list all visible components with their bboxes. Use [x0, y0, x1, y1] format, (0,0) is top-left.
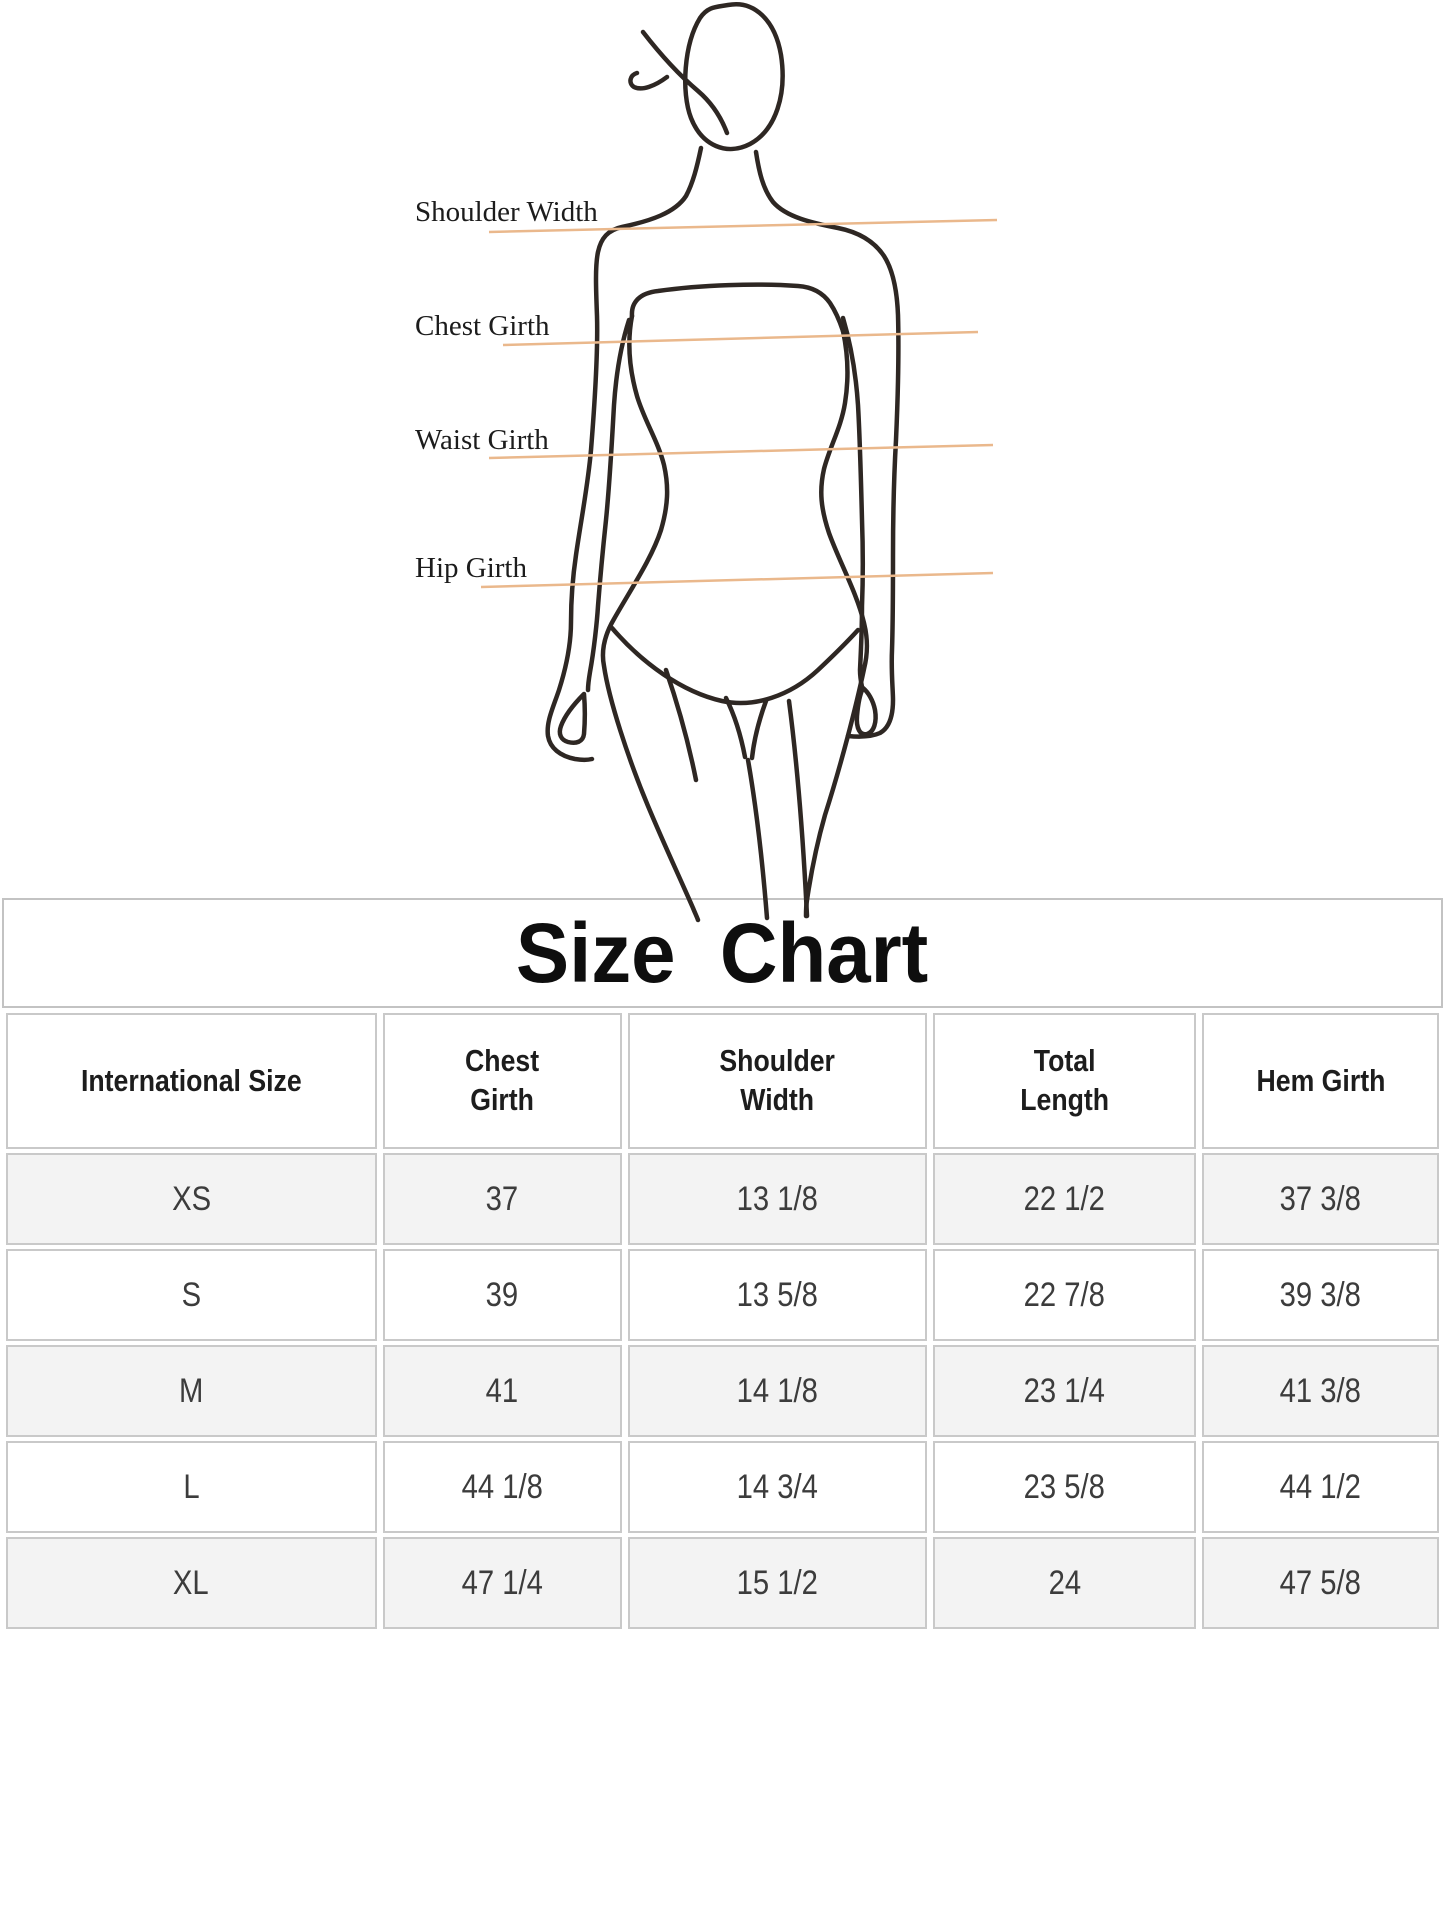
head-outline	[682, 1, 785, 152]
garment-top-edge	[629, 282, 846, 334]
shoulder-width-cell: 14 1/8	[628, 1345, 927, 1437]
left-neck-shoulder-arm	[545, 145, 704, 762]
hair-curl	[628, 70, 670, 91]
leg-inner-left	[745, 757, 770, 921]
thigh-hint-left	[663, 667, 699, 783]
total-length-cell: 22 7/8	[932, 1249, 1197, 1341]
size-chart-title: Size Chart	[516, 905, 929, 1000]
table-row-xs: XS 37 13 1/8 22 1/2 37 3/8	[6, 1153, 1439, 1245]
hem-girth-cell: 41 3/8	[1202, 1345, 1439, 1437]
shoulder-width-cell: 13 1/8	[628, 1153, 927, 1245]
total-length-cell: 24	[932, 1537, 1197, 1629]
torso-right-thigh	[803, 328, 870, 919]
chest-girth-cell: 47 1/4	[382, 1537, 623, 1629]
col-header-hem-girth: Hem Girth	[1202, 1013, 1439, 1149]
size-cell: L	[6, 1441, 377, 1533]
hip-girth-label: Hip Girth	[415, 552, 527, 584]
size-table: International Size Chest Girth Shoulder Wi…	[0, 1009, 1445, 1633]
size-cell: S	[6, 1249, 377, 1341]
size-cell: XS	[6, 1153, 377, 1245]
table-row-l: L 44 1/8 14 3/4 23 5/8 44 1/2	[6, 1441, 1439, 1533]
size-cell: M	[6, 1345, 377, 1437]
crotch-right	[749, 698, 769, 761]
right-inner-arm	[840, 315, 865, 690]
chest-girth-label: Chest Girth	[415, 310, 550, 342]
col-header-shoulder-width: Shoulder Width	[628, 1013, 927, 1149]
shoulder-width-label: Shoulder Width	[415, 196, 598, 228]
total-length-cell: 23 5/8	[932, 1441, 1197, 1533]
hem-girth-cell: 37 3/8	[1202, 1153, 1439, 1245]
chest-girth-cell: 44 1/8	[382, 1441, 623, 1533]
leg-inner-right	[786, 698, 810, 919]
hem-girth-cell: 47 5/8	[1202, 1537, 1439, 1629]
right-hand	[854, 685, 878, 737]
measurement-pointer-lines	[480, 218, 998, 589]
hair-strand	[640, 29, 730, 136]
total-length-cell: 22 1/2	[932, 1153, 1197, 1245]
col-header-total-length: Total Length	[932, 1013, 1197, 1149]
size-chart-title-box: Size Chart	[2, 898, 1443, 1008]
chest-girth-line	[502, 330, 979, 347]
shoulder-width-cell: 15 1/2	[628, 1537, 927, 1629]
hem-girth-cell: 44 1/2	[1202, 1441, 1439, 1533]
female-figure-diagram	[480, 1, 998, 923]
chest-girth-cell: 39	[382, 1249, 623, 1341]
col-header-international-size: International Size	[6, 1013, 377, 1149]
figure-outline	[545, 1, 901, 923]
waist-girth-line	[488, 443, 994, 460]
chest-girth-cell: 37	[382, 1153, 623, 1245]
bikini-line	[609, 625, 861, 706]
size-cell: XL	[6, 1537, 377, 1629]
hem-girth-cell: 39 3/8	[1202, 1249, 1439, 1341]
table-row-m: M 41 14 1/8 23 1/4 41 3/8	[6, 1345, 1439, 1437]
table-row-xl: XL 47 1/4 15 1/2 24 47 5/8	[6, 1537, 1439, 1629]
shoulder-width-cell: 13 5/8	[628, 1249, 927, 1341]
crotch-left	[723, 695, 748, 760]
total-length-cell: 23 1/4	[932, 1345, 1197, 1437]
chest-girth-cell: 41	[382, 1345, 623, 1437]
left-inner-arm	[585, 317, 632, 693]
hip-girth-line	[480, 571, 994, 589]
left-hand	[557, 691, 587, 745]
torso-left-thigh	[600, 313, 701, 923]
table-row-s: S 39 13 5/8 22 7/8 39 3/8	[6, 1249, 1439, 1341]
waist-girth-label: Waist Girth	[415, 424, 549, 456]
col-header-chest-girth: Chest Girth	[382, 1013, 623, 1149]
shoulder-width-cell: 14 3/4	[628, 1441, 927, 1533]
right-neck-shoulder-arm	[753, 149, 901, 739]
header-row: International Size Chest Girth Shoulder Wi…	[6, 1013, 1439, 1149]
